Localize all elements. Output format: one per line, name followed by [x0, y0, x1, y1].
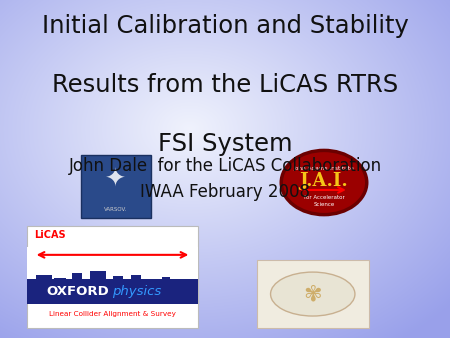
Text: John Dale  for the LiCAS Collaboration: John Dale for the LiCAS Collaboration	[68, 157, 382, 175]
Bar	[54, 278, 66, 290]
Bar	[162, 277, 170, 290]
Text: for Accelerator: for Accelerator	[304, 195, 344, 200]
Bar	[90, 271, 106, 290]
Text: OXFORD: OXFORD	[46, 285, 109, 298]
Text: ✾: ✾	[303, 284, 322, 304]
Text: Linear Collider Alignment & Survey: Linear Collider Alignment & Survey	[49, 311, 176, 317]
Text: John Adams Institute: John Adams Institute	[293, 166, 355, 171]
Bar	[130, 275, 140, 290]
Text: Initial Calibration and Stability: Initial Calibration and Stability	[41, 14, 409, 38]
Text: LiCAS: LiCAS	[34, 230, 65, 240]
Bar	[112, 276, 122, 290]
Ellipse shape	[270, 272, 355, 316]
Text: ✦: ✦	[105, 168, 126, 192]
Bar	[27, 247, 198, 299]
Text: physics: physics	[112, 285, 162, 298]
Bar	[72, 273, 82, 290]
Text: VARSOV.: VARSOV.	[104, 207, 127, 212]
Text: IWAA February 2008: IWAA February 2008	[140, 183, 310, 200]
Text: J.A.I.: J.A.I.	[300, 172, 348, 190]
Text: Results from the LiCAS RTRS: Results from the LiCAS RTRS	[52, 73, 398, 97]
Bar	[27, 292, 181, 303]
Bar	[36, 275, 52, 290]
Bar	[27, 286, 198, 299]
Bar	[27, 279, 198, 304]
Bar	[256, 260, 369, 328]
Text: FSI System: FSI System	[158, 132, 292, 156]
Bar	[81, 155, 151, 218]
Bar	[176, 280, 184, 290]
Bar	[148, 279, 157, 290]
Bar	[27, 226, 198, 328]
Circle shape	[281, 150, 367, 215]
Text: Science: Science	[313, 202, 335, 207]
